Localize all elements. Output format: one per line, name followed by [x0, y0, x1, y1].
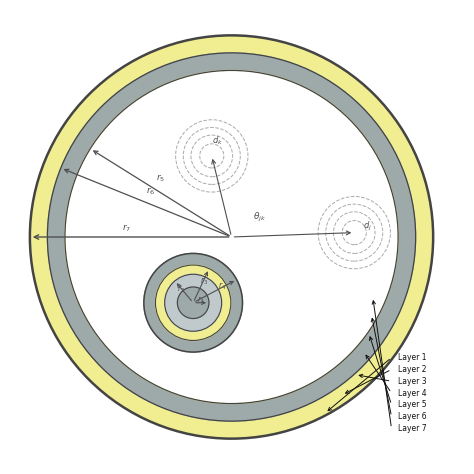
Text: $r_4$: $r_4$ — [218, 281, 226, 292]
Text: Layer 5: Layer 5 — [398, 401, 427, 410]
Text: $\theta_{jk}$: $\theta_{jk}$ — [254, 211, 266, 224]
Text: Layer 4: Layer 4 — [398, 389, 427, 398]
Text: Layer 2: Layer 2 — [398, 365, 427, 374]
Text: $r_3$: $r_3$ — [200, 275, 208, 287]
Circle shape — [66, 72, 397, 402]
Circle shape — [155, 265, 231, 340]
Text: $r_7$: $r_7$ — [122, 223, 131, 234]
Circle shape — [30, 36, 433, 438]
Text: $r_1$: $r_1$ — [197, 294, 205, 306]
Text: $r_5$: $r_5$ — [155, 172, 165, 183]
Text: $d_k$: $d_k$ — [212, 135, 223, 147]
Text: $r_6$: $r_6$ — [146, 186, 155, 197]
Text: Layer 6: Layer 6 — [398, 412, 427, 421]
Text: $r_2$: $r_2$ — [177, 283, 185, 295]
Text: Layer 7: Layer 7 — [398, 424, 427, 433]
Text: Layer 1: Layer 1 — [398, 353, 427, 362]
Circle shape — [177, 287, 209, 319]
Circle shape — [65, 71, 398, 403]
Circle shape — [47, 53, 416, 421]
Circle shape — [144, 254, 243, 352]
Circle shape — [164, 274, 222, 331]
Text: Layer 3: Layer 3 — [398, 377, 427, 386]
Text: $d_j$: $d_j$ — [363, 219, 372, 233]
